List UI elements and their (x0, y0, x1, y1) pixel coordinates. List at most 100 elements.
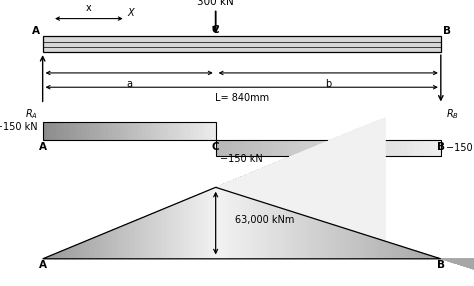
Bar (384, 140, 390, 156)
Polygon shape (396, 245, 474, 286)
Polygon shape (120, 155, 293, 259)
Polygon shape (204, 121, 377, 259)
Polygon shape (60, 180, 233, 259)
Bar (190, 122, 194, 140)
Polygon shape (89, 168, 262, 259)
Polygon shape (426, 254, 474, 286)
Polygon shape (325, 222, 474, 286)
Text: A: A (39, 142, 46, 152)
Polygon shape (366, 235, 474, 286)
Polygon shape (178, 131, 351, 259)
Polygon shape (249, 198, 474, 269)
Bar (407, 140, 413, 156)
Bar (185, 122, 190, 140)
Polygon shape (219, 188, 445, 260)
Polygon shape (72, 175, 245, 259)
Bar (55, 122, 60, 140)
Polygon shape (57, 181, 230, 259)
Bar (116, 122, 120, 140)
Bar (47, 122, 51, 140)
Polygon shape (100, 164, 273, 259)
Bar (64, 122, 69, 140)
Bar (146, 122, 151, 140)
Polygon shape (339, 227, 474, 286)
Bar (339, 140, 345, 156)
Polygon shape (381, 240, 474, 286)
Polygon shape (192, 125, 365, 259)
Polygon shape (332, 224, 474, 286)
Polygon shape (388, 242, 474, 286)
Bar (159, 122, 164, 140)
Bar (173, 122, 177, 140)
Bar (233, 140, 238, 156)
Polygon shape (135, 149, 308, 259)
Text: $R_A$: $R_A$ (25, 107, 38, 121)
Text: a: a (126, 79, 132, 89)
Bar (418, 140, 424, 156)
Polygon shape (46, 186, 219, 259)
Bar (194, 122, 199, 140)
Polygon shape (377, 239, 474, 286)
Polygon shape (83, 171, 256, 259)
Bar (90, 122, 94, 140)
Polygon shape (173, 134, 346, 259)
Polygon shape (48, 185, 221, 259)
Text: $R_B$: $R_B$ (446, 107, 458, 121)
Polygon shape (242, 196, 467, 267)
Bar (216, 140, 221, 156)
Bar (278, 140, 283, 156)
Bar (390, 140, 396, 156)
Polygon shape (384, 241, 474, 286)
Polygon shape (294, 212, 474, 284)
Polygon shape (43, 187, 216, 259)
Bar (77, 122, 82, 140)
Polygon shape (231, 192, 456, 264)
Polygon shape (306, 216, 474, 286)
Text: A: A (39, 260, 46, 270)
Polygon shape (158, 140, 331, 259)
Bar (328, 140, 334, 156)
Polygon shape (74, 174, 247, 259)
Bar (177, 122, 181, 140)
Bar (43, 36, 441, 52)
Polygon shape (246, 197, 471, 268)
Polygon shape (155, 141, 328, 259)
Bar (168, 122, 173, 140)
Text: X: X (127, 8, 134, 18)
Bar (134, 122, 138, 140)
Bar (311, 140, 317, 156)
Bar (289, 140, 294, 156)
Polygon shape (276, 206, 474, 278)
Text: −150 kN: −150 kN (220, 154, 263, 164)
Bar (43, 122, 216, 140)
Bar (155, 122, 159, 140)
Polygon shape (144, 146, 317, 259)
Polygon shape (213, 117, 386, 259)
Polygon shape (66, 178, 239, 259)
Text: B: B (443, 26, 451, 36)
Polygon shape (54, 182, 227, 259)
Polygon shape (126, 153, 299, 259)
Bar (255, 140, 261, 156)
Polygon shape (149, 143, 322, 259)
Text: B: B (437, 260, 445, 270)
Bar (356, 140, 362, 156)
Bar (272, 140, 278, 156)
Polygon shape (374, 237, 474, 286)
Polygon shape (112, 159, 285, 259)
Text: b: b (325, 79, 331, 89)
Bar (351, 140, 356, 156)
Bar (112, 122, 116, 140)
Bar (244, 140, 249, 156)
Bar (94, 122, 99, 140)
Polygon shape (118, 156, 291, 259)
Polygon shape (400, 246, 474, 286)
Bar (51, 122, 55, 140)
Polygon shape (261, 202, 474, 273)
Polygon shape (63, 179, 236, 259)
Polygon shape (141, 147, 314, 259)
Bar (413, 140, 418, 156)
Polygon shape (433, 257, 474, 286)
Polygon shape (264, 203, 474, 274)
Bar (43, 122, 47, 140)
